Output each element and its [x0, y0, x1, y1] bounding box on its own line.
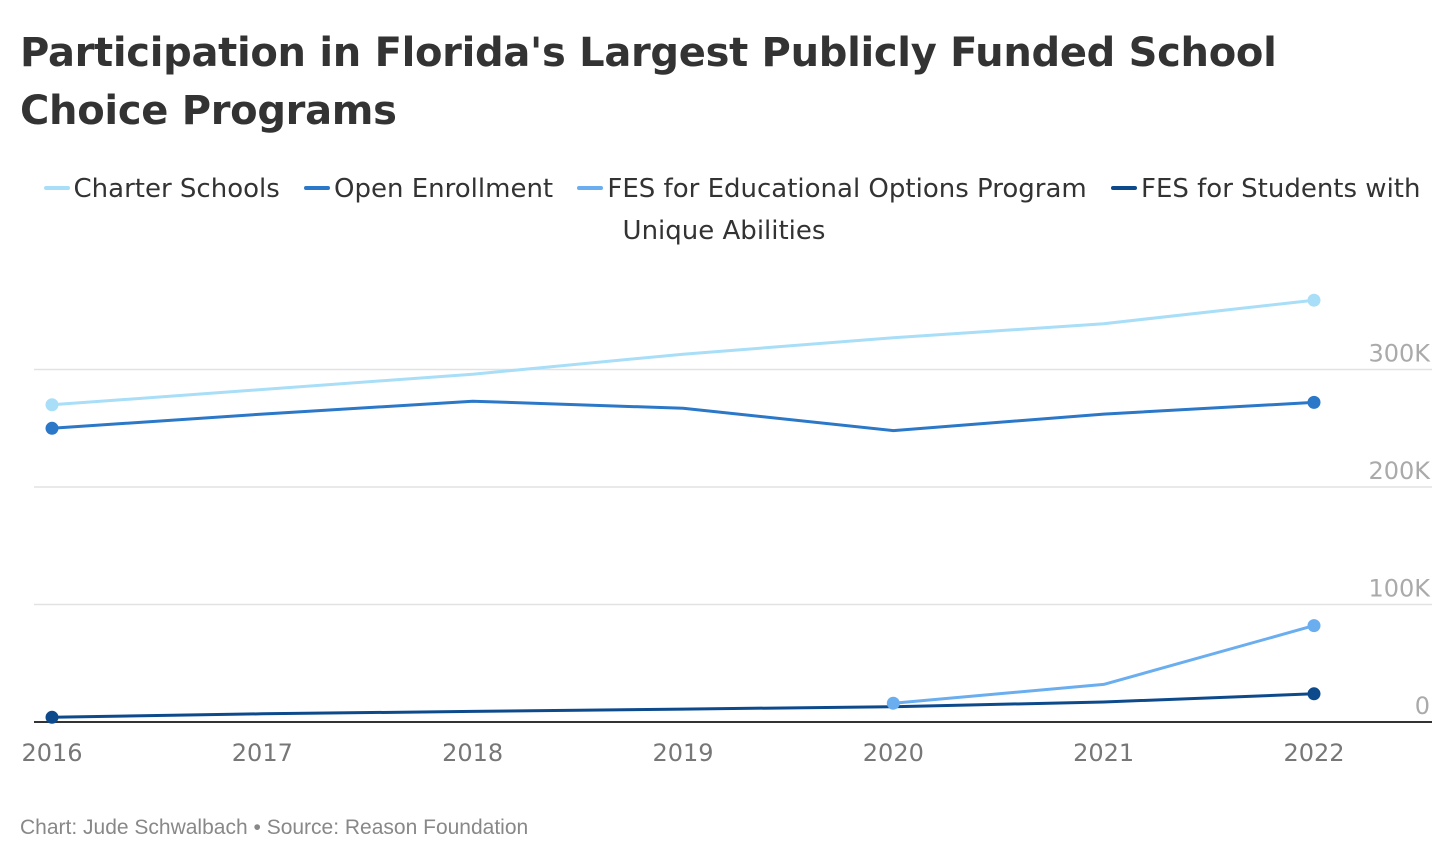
y-tick-label-300k: 300K — [1368, 340, 1431, 368]
grid-lines — [34, 368, 1432, 723]
data-point-charter-schools-2022[interactable] — [1307, 293, 1321, 307]
y-tick-label-0: 0 — [1415, 692, 1430, 720]
chart-source: Source: Reason Foundation — [266, 816, 529, 839]
chart-footer: Chart: Jude Schwalbach • Source: Reason … — [20, 816, 528, 840]
chart-credit: Chart: Jude Schwalbach — [20, 816, 248, 839]
data-point-charter-schools-2016[interactable] — [45, 398, 59, 412]
x-tick-label-2018: 2018 — [442, 739, 503, 767]
footer-separator: • — [253, 816, 261, 839]
data-point-fes-for-students-with-unique-abilities-2022[interactable] — [1307, 687, 1321, 701]
legend-item-open-enrollment[interactable]: Open Enrollment — [304, 174, 561, 204]
series-line-fes-for-educational-options-program[interactable] — [891, 624, 1316, 705]
legend-swatch-fes-unique-abilities — [1110, 185, 1137, 190]
data-point-fes-for-students-with-unique-abilities-2016[interactable] — [45, 710, 59, 724]
data-point-fes-for-educational-options-program-2020[interactable] — [886, 696, 900, 710]
legend-label-charter-schools: Charter Schools — [73, 174, 280, 204]
x-tick-label-2016: 2016 — [21, 739, 82, 767]
series-line-fes-for-students-with-unique-abilities[interactable] — [50, 692, 1316, 719]
x-tick-label-2017: 2017 — [232, 739, 293, 767]
series-lines — [50, 298, 1316, 719]
data-point-open-enrollment-2016[interactable] — [45, 421, 59, 435]
legend-item-fes-educational-options[interactable]: FES for Educational Options Program — [577, 174, 1095, 204]
y-tick-label-200k: 200K — [1368, 457, 1431, 485]
legend-item-fes-unique-abilities[interactable]: FES for Students with Unique Abilities — [623, 174, 1421, 246]
legend-label-fes-educational-options: FES for Educational Options Program — [607, 174, 1087, 204]
y-tick-label-100k: 100K — [1368, 575, 1431, 603]
x-tick-label-2019: 2019 — [652, 739, 713, 767]
x-tick-labels: 2016 2017 2018 2019 2020 2021 2022 — [21, 739, 1344, 767]
legend-label-open-enrollment: Open Enrollment — [334, 174, 554, 204]
x-tick-label-2021: 2021 — [1073, 739, 1134, 767]
legend: Charter Schools Open Enrollment FES for … — [20, 168, 1436, 252]
legend-swatch-fes-educational-options — [577, 185, 604, 190]
data-point-fes-for-educational-options-program-2022[interactable] — [1307, 619, 1321, 633]
series-line-open-enrollment[interactable] — [50, 399, 1316, 433]
x-tick-label-2022: 2022 — [1283, 739, 1344, 767]
x-tick-label-2020: 2020 — [863, 739, 924, 767]
legend-swatch-charter-schools — [43, 185, 70, 190]
legend-label-fes-unique-abilities: FES for Students with Unique Abilities — [622, 174, 1421, 246]
series-points — [45, 293, 1321, 724]
y-tick-labels: 0 100K 200K 300K — [1368, 340, 1431, 721]
chart-title: Participation in Florida's Largest Publi… — [20, 30, 1277, 134]
series-line-charter-schools[interactable] — [50, 298, 1316, 407]
legend-swatch-open-enrollment — [304, 185, 331, 190]
legend-item-charter-schools[interactable]: Charter Schools — [43, 174, 289, 204]
data-point-open-enrollment-2022[interactable] — [1307, 395, 1321, 409]
